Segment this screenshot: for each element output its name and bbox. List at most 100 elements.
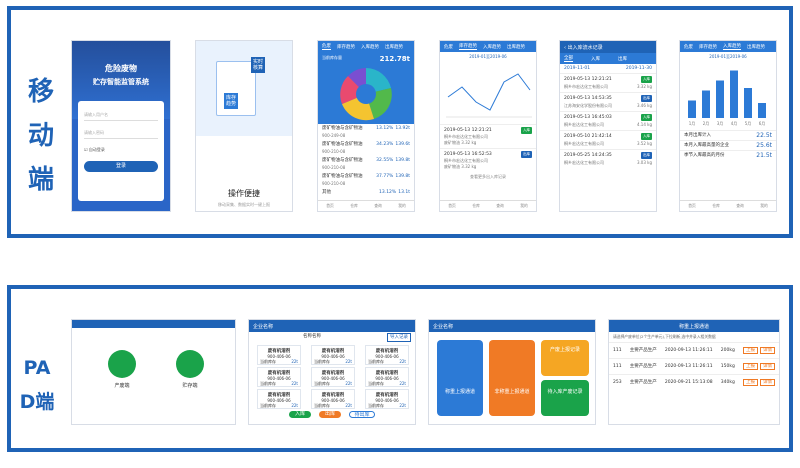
tab-stock[interactable]: 库存趋势 [459,44,477,50]
login-button[interactable]: 登录 [84,161,158,172]
cell-title: 废有机溶剂 [267,393,291,398]
cell-code: 900-406-06 [267,398,291,403]
nav-query[interactable]: 查询 [496,203,504,208]
storage-label[interactable]: 贮存端 [182,383,198,389]
weighing-row[interactable]: 111 主要产品生产 2020-09-13 11:26:11 200kg 上报 详情 [609,342,779,358]
tab-hazard[interactable]: 危废 [684,44,693,50]
record-item[interactable]: 2019-05-13 16:52:53 出库 桐乡市宏达化工有限公司 废矿物油 3.3… [440,148,536,172]
tab-outbound[interactable]: 出库趋势 [747,44,765,50]
tab-outbound[interactable]: 出库趋势 [507,44,525,50]
waste-cell[interactable]: 废有机溶剂 900-406-06 当前库存 22t [365,345,409,365]
record-time: 2019-05-13 12:21:21 [564,77,612,82]
pending-records-card[interactable]: 待入库产废记录 [541,380,589,416]
waste-cell[interactable]: 废有机溶剂 900-406-06 当前库存 22t [311,345,355,365]
detail-button[interactable]: 详情 [759,363,775,370]
record-time: 2019-05-10 21:42:14 [564,134,612,139]
date-to[interactable]: 2019-11-30 [625,66,652,71]
cell-code: 900-406-06 [375,354,399,359]
outbound-button[interactable]: 出库 [319,411,341,418]
more-records-link[interactable]: 查看更多出入库记录 [470,174,506,179]
tab-inbound[interactable]: 入库趋势 [361,44,379,50]
report-button[interactable]: 上报 [742,347,758,354]
nav-mine[interactable]: 我的 [760,203,768,208]
nav-query[interactable]: 查询 [736,203,744,208]
record-item[interactable]: 2019-05-10 21:42:14 入库 桐乡宏达化工有限公司 3.52 kg [560,130,656,149]
report-records-card[interactable]: 产废上报记录 [541,340,589,376]
stock-row[interactable]: 其他 13.12% 13.1t [318,188,414,197]
checkbox-icon[interactable]: ☑ [84,147,88,152]
stat-label: 季节入库最高的月份 [684,153,725,158]
waste-cell[interactable]: 废有机溶剂 900-406-06 当前库存 22t [311,367,355,387]
waste-cell[interactable]: 废有机溶剂 900-406-06 当前库存 22t [365,389,409,409]
badge2-line2: 趋势 [226,101,237,107]
stock-pie-screen: 危废 库存趋势 入库趋势 出库趋势 当前库存量 212.78t 废矿物油与含矿物油 90… [317,40,415,212]
report-button[interactable]: 上报 [742,379,758,386]
tab-hazard[interactable]: 危废 [322,44,331,50]
tab-stock[interactable]: 库存趋势 [699,44,717,50]
tab-inbound[interactable]: 入库趋势 [483,44,501,50]
stock-label: 当前库存量 [322,55,342,60]
back-icon[interactable]: ‹ [564,45,566,51]
waste-cell[interactable]: 废有机溶剂 900-406-06 当前库存 22t [365,367,409,387]
inbound-trend-screen: 危废 库存趋势 入库趋势 出库趋势 2019-01至2019-06 2019-05-1… [439,40,537,212]
row-weight: 340kg [720,380,735,385]
date-range[interactable]: 2019-01至2019-06 [469,54,507,59]
bottom-nav: 首页 仓库 查询 我的 [680,200,776,211]
nav-warehouse[interactable]: 仓库 [712,203,720,208]
non-weighing-card[interactable]: 非称重上报通道 [489,340,535,416]
cell-code: 900-406-06 [375,398,399,403]
warehouse-icon[interactable] [176,350,204,378]
tab-outbound[interactable]: 出库趋势 [385,44,403,50]
nav-home[interactable]: 首页 [688,203,696,208]
detail-button[interactable]: 详情 [759,347,775,354]
stock-row[interactable]: 废矿物油与含矿物油 900-210-08 37.77% 139.8t [318,172,414,188]
name-search[interactable]: 名称名称 [303,334,321,339]
waste-code: 900-210-08 [322,181,346,186]
password-input[interactable]: 请输入密码 [84,127,158,139]
row-date: 2020-09-13 11:26:11 [664,364,713,369]
tab-all[interactable]: 全部 [564,56,573,62]
tab-out[interactable]: 出库 [618,56,627,62]
waste-cell[interactable]: 废有机溶剂 900-406-06 当前库存 22t [311,389,355,409]
weighing-row[interactable]: 253 主要产品生产 2020-09-21 15:13:08 340kg 上报 详情 [609,374,779,390]
waste-cell[interactable]: 废有机溶剂 900-406-06 当前库存 22t [257,367,301,387]
waste-cell[interactable]: 废有机溶剂 900-406-06 当前库存 22t [257,345,301,365]
nav-warehouse[interactable]: 仓库 [472,203,480,208]
stock-row[interactable]: 废矿物油与含矿物油 900-210-08 34.23% 139.6t [318,140,414,156]
bar [744,88,752,118]
weighing-card[interactable]: 称重上报通道 [437,340,483,416]
record-item[interactable]: 2019-05-13 12:21:21 入库 桐乡市宏达化工有限公司 3.32 kg [560,73,656,92]
username-input[interactable]: 请输入用户名 [84,109,158,121]
nav-mine[interactable]: 我的 [520,203,528,208]
tab-in[interactable]: 入库 [591,56,600,62]
date-from[interactable]: 2019-11-01 [564,66,591,71]
import-button[interactable]: 导入记录 [387,333,411,342]
bar-label: 2月 [703,121,710,126]
tab-inbound[interactable]: 入库趋势 [723,44,741,50]
record-company: 桐乡市宏达化工有限公司 [444,134,488,139]
pending-button[interactable]: 待出库 [349,411,375,418]
tab-stock[interactable]: 库存趋势 [337,44,355,50]
stock-row[interactable]: 废矿物油与含矿物油 900-249-08 13.12% 13.92t [318,124,414,140]
inbound-button[interactable]: 入库 [289,411,311,418]
producer-label[interactable]: 产废端 [114,383,130,389]
record-item[interactable]: 2019-05-13 16:45:03 入库 桐乡宏达化工有限公司 4.14 kg [560,111,656,130]
record-detail: 废矿物油 3.32 kg [444,164,477,169]
waste-name: 其他 [322,190,331,195]
report-button[interactable]: 上报 [742,363,758,370]
record-item[interactable]: 2019-05-13 12:21:21 入库 桐乡市宏达化工有限公司 废矿物油 3.3… [440,124,536,148]
weighing-row[interactable]: 111 主要产品生产 2020-09-13 11:26:11 150kg 上报 详情 [609,358,779,374]
waste-cell[interactable]: 废有机溶剂 900-406-06 当前库存 22t [257,389,301,409]
factory-icon[interactable] [108,350,136,378]
tab-hazard[interactable]: 危废 [444,44,453,50]
nav-mine[interactable]: 我的 [398,203,406,208]
record-item[interactable]: 2019-05-13 14:53:35 出库 江苏海安化学股份有限公司 3.46 kg [560,92,656,111]
nav-home[interactable]: 首页 [448,203,456,208]
record-item[interactable]: 2019-05-25 14:24:35 出库 桐乡宏达化工有限公司 3.03 kg [560,149,656,168]
detail-button[interactable]: 详情 [759,379,775,386]
nav-warehouse[interactable]: 仓库 [350,203,358,208]
nav-query[interactable]: 查询 [374,203,382,208]
date-range[interactable]: 2019-01至2019-06 [709,54,747,59]
nav-home[interactable]: 首页 [326,203,334,208]
stock-row[interactable]: 废矿物油与含矿物油 900-210-08 32.55% 139.8t [318,156,414,172]
